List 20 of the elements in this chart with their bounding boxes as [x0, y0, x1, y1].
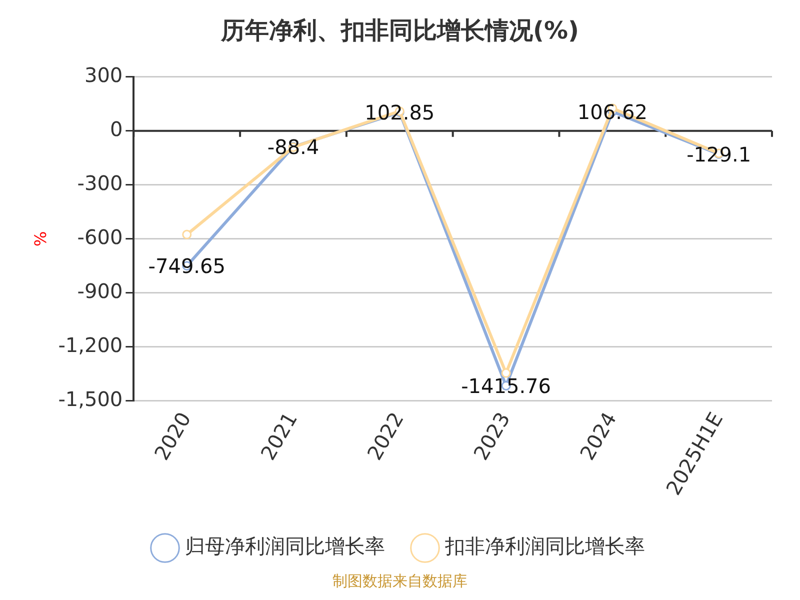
data-label: -1415.76 [461, 374, 551, 398]
y-tick-label: 0 [110, 117, 123, 142]
chart-title: 历年净利、扣非同比增长情况(%) [220, 16, 579, 45]
legend-label: 归母净利润同比增长率 [185, 534, 385, 558]
y-tick-label: -900 [77, 279, 123, 304]
data-label: -129.1 [686, 142, 752, 166]
data-label: -749.65 [148, 254, 226, 278]
point [501, 368, 511, 378]
text: 制图数据来自数据库 [332, 572, 468, 591]
y-tick-label: -1,500 [58, 387, 123, 412]
y-tick-label: 300 [84, 63, 123, 88]
y-tick-label: -1,200 [58, 333, 123, 358]
point [182, 230, 192, 240]
y-tick-label: -600 [77, 225, 123, 250]
y-tick-label: -300 [77, 171, 123, 196]
y-axis-title: % [30, 231, 50, 246]
data-label: 106.62 [577, 100, 648, 124]
data-label: 102.85 [364, 100, 435, 125]
legend-label: 扣非净利润同比增长率 [444, 534, 645, 558]
data-label: -88.4 [267, 134, 320, 159]
